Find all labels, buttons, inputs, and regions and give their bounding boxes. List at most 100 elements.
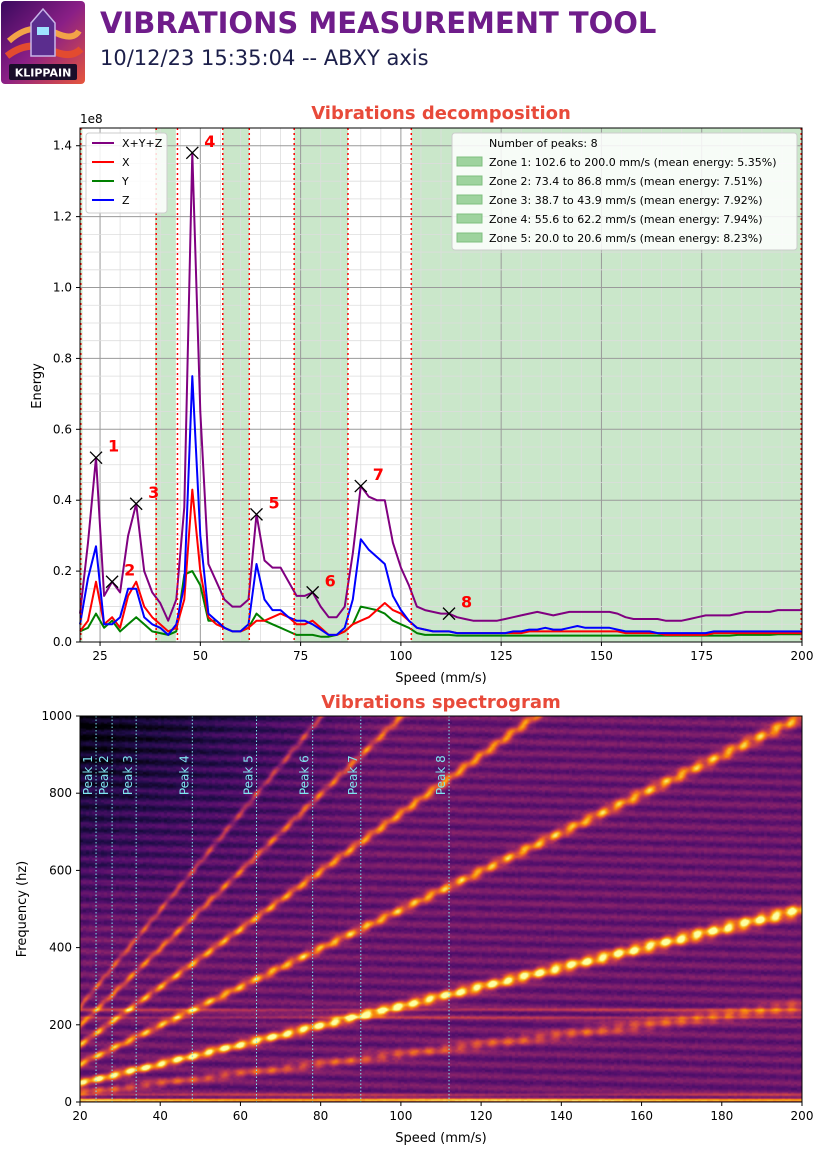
zone-band	[222, 128, 250, 642]
x-tick-label: 100	[389, 1109, 412, 1123]
peak-number-label: 4	[204, 132, 215, 151]
y-tick-label: 0.6	[53, 422, 72, 436]
peak-x-marker	[250, 507, 263, 521]
peak-number-label: 6	[325, 571, 336, 590]
series-layer	[79, 151, 802, 638]
zone-legend-item: Zone 2: 73.4 to 86.8 mm/s (mean energy: …	[489, 175, 763, 188]
legend-label-y: Y	[121, 175, 129, 188]
y-tick-label: 0.0	[53, 635, 72, 649]
zone-legend-item: Zone 1: 102.6 to 200.0 mm/s (mean energy…	[489, 156, 777, 169]
peak-x-marker	[442, 607, 456, 621]
x-tick-label: 100	[389, 649, 412, 663]
peak-lines-layer	[80, 128, 802, 642]
spectrogram-peak-label: Peak 1	[81, 755, 95, 795]
peak-number-label: 7	[373, 465, 384, 484]
peak-number-label: 8	[461, 593, 472, 612]
spectrogram-peak-label: Peak 8	[434, 755, 448, 795]
decomposition-title: Vibrations decomposition	[311, 103, 571, 124]
peak-x-marker	[129, 497, 143, 511]
x-tick-label: 50	[193, 649, 208, 663]
zone-swatch-3	[456, 194, 483, 205]
decomposition-xlabel: Speed (mm/s)	[395, 671, 487, 686]
page-title: VIBRATIONS MEASUREMENT TOOL	[100, 6, 657, 40]
y-tick-label: 1.2	[53, 210, 72, 224]
spectrogram-peak-markers: Peak 1 Peak 2 Peak 3 Peak 4 Peak 5 Peak 6 Peak…	[81, 716, 450, 1102]
report-header: KLIPPAIN VIBRATIONS MEASUREMENT TOOL 10/…	[0, 0, 830, 90]
spectrogram-peak-label: Peak 7	[346, 755, 360, 795]
zone-band	[294, 128, 348, 642]
x-tick-label: 200	[791, 649, 814, 663]
legend-label-x: X	[122, 156, 130, 169]
spectrogram-peak-label: Peak 3	[121, 755, 135, 795]
spectrogram-peak-label: Peak 6	[298, 755, 312, 795]
peak-number-label: 5	[268, 493, 279, 512]
x-tick-label: 20	[72, 1109, 87, 1123]
spectrogram-ticks: 20 40 60 80 100 120 140 160 180 200 0 200 400 600 800 1…	[41, 709, 813, 1123]
peak-x-marker	[89, 451, 103, 465]
logo-text: KLIPPAIN	[15, 67, 72, 80]
x-tick-label: 40	[153, 1109, 168, 1123]
decomposition-ylabel: Energy	[30, 363, 45, 409]
peak-number-label: 2	[124, 561, 135, 580]
klippain-logo: KLIPPAIN	[1, 1, 85, 84]
zones-legend-header: Number of peaks: 8	[489, 137, 598, 150]
spectrogram-xlabel: Speed (mm/s)	[395, 1131, 487, 1146]
x-tick-label: 75	[293, 649, 308, 663]
axis-ticks-layer: 25 50 75 100 125 150 175 2000.00.20.40.60.81.01…	[53, 139, 814, 663]
y-tick-label: 0.4	[53, 493, 72, 507]
decomposition-panel: Vibrations decomposition 1 2 3 4 5 6 7 8 25 50 75…	[30, 103, 813, 686]
x-tick-label: 140	[550, 1109, 573, 1123]
figure: Vibrations decomposition 1 2 3 4 5 6 7 8 25 50 75…	[15, 103, 813, 1146]
y-tick-label: 200	[49, 1018, 72, 1032]
x-tick-label: 25	[92, 649, 107, 663]
x-tick-label: 200	[791, 1109, 814, 1123]
y-tick-label: 800	[49, 786, 72, 800]
y-tick-label: 1000	[41, 709, 72, 723]
y-multiplier-label: 1e8	[80, 112, 103, 126]
peak-number-label: 1	[108, 437, 119, 456]
zones-legend: Number of peaks: 8 Zone 1: 102.6 to 200.…	[451, 132, 798, 251]
y-tick-label: 1.0	[53, 281, 72, 295]
x-tick-label: 125	[490, 649, 513, 663]
peak-x-marker	[306, 585, 320, 599]
series-line-sum	[79, 151, 802, 622]
spectrogram-plot-frame	[79, 715, 803, 1103]
zone-legend-item: Zone 5: 20.0 to 20.6 mm/s (mean energy: …	[489, 232, 763, 245]
x-tick-label: 60	[233, 1109, 248, 1123]
spectrogram-peak-label: Peak 2	[97, 755, 111, 795]
peak-x-marker	[105, 575, 119, 589]
spectrogram-panel: Vibrations spectrogram Peak 1 Peak 2 Peak …	[15, 692, 813, 1146]
zone-legend-item: Zone 4: 55.6 to 62.2 mm/s (mean energy: …	[489, 213, 763, 226]
x-tick-label: 180	[710, 1109, 733, 1123]
peak-number-label: 3	[148, 483, 159, 502]
series-legend: X+Y+Z X Y Z	[85, 132, 168, 214]
y-tick-label: 0.2	[53, 564, 72, 578]
zone-swatch-1	[456, 156, 483, 167]
y-tick-label: 400	[49, 941, 72, 955]
legend-label-z: Z	[122, 194, 130, 207]
x-tick-label: 80	[313, 1109, 328, 1123]
peak-x-marker	[354, 479, 368, 493]
x-tick-label: 175	[690, 649, 713, 663]
x-tick-label: 160	[630, 1109, 653, 1123]
spectrogram-peak-label: Peak 5	[241, 755, 255, 795]
spectrogram-title: Vibrations spectrogram	[321, 692, 561, 713]
zone-swatch-5	[456, 232, 483, 243]
series-line-z	[79, 375, 802, 636]
y-tick-label: 0	[64, 1095, 72, 1109]
x-tick-label: 150	[590, 649, 613, 663]
y-tick-label: 1.4	[53, 139, 72, 153]
legend-label-sum: X+Y+Z	[122, 137, 163, 150]
page-subtitle: 10/12/23 15:35:04 -- ABXY axis	[100, 46, 429, 70]
spectrogram-ylabel: Frequency (hz)	[15, 861, 30, 958]
decomposition-plot-frame	[79, 127, 803, 643]
zone-legend-item: Zone 3: 38.7 to 43.9 mm/s (mean energy: …	[489, 194, 763, 207]
zone-swatch-2	[456, 175, 483, 186]
peak-markers-layer: 1 2 3 4 5 6 7 8	[89, 132, 472, 621]
peak-x-marker	[185, 146, 199, 160]
spectrogram-heatmap	[80, 716, 802, 1102]
spectrogram-peak-label: Peak 4	[177, 755, 191, 795]
y-tick-label: 0.8	[53, 351, 72, 365]
x-tick-label: 120	[470, 1109, 493, 1123]
zone-swatch-4	[456, 213, 483, 224]
